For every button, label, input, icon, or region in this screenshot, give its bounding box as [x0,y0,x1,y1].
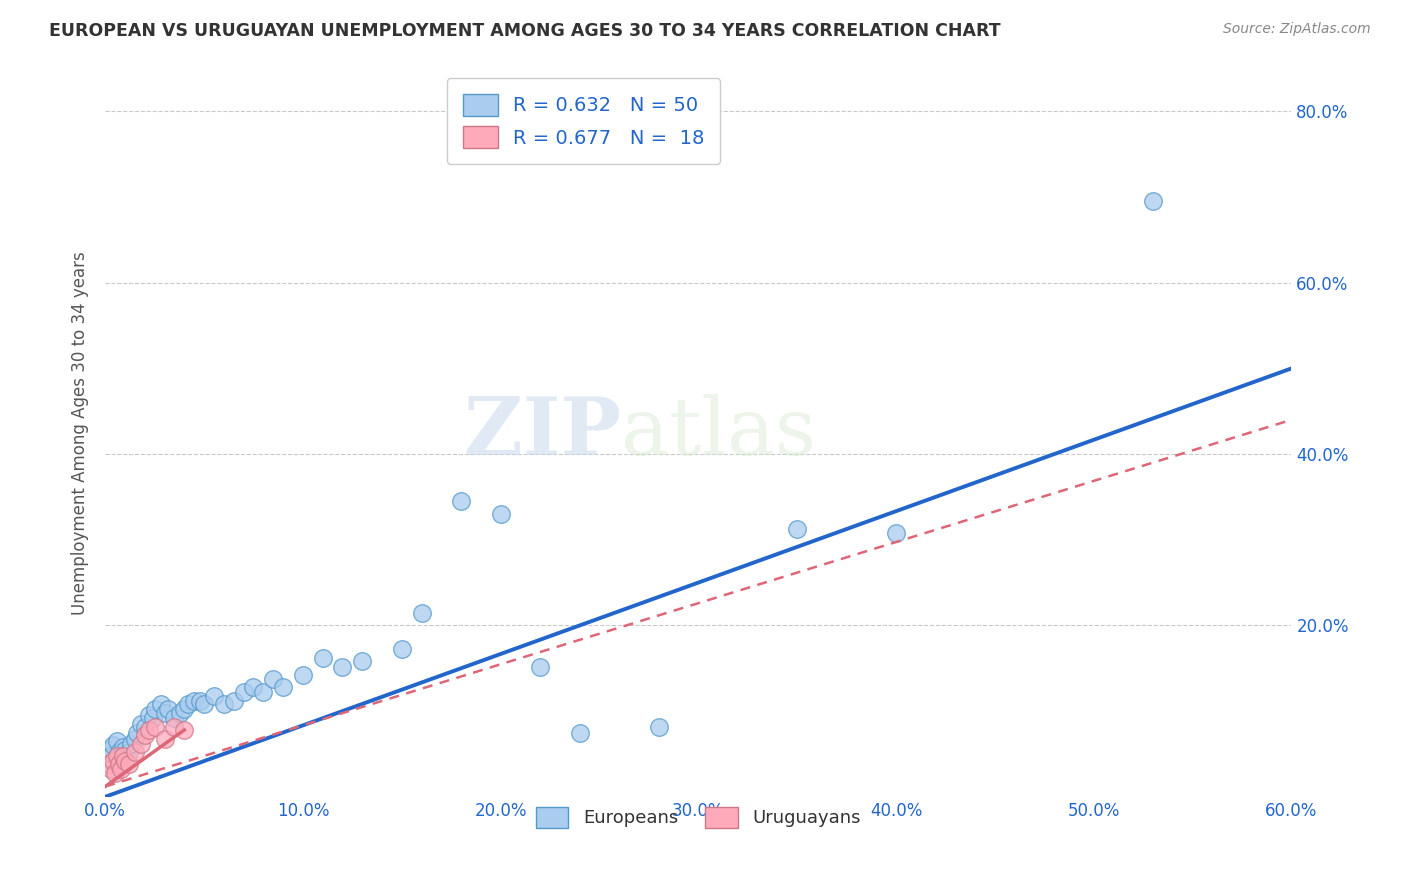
Point [108,757,131,772]
Point [312,651,335,665]
Point [118,757,141,772]
Point [129,737,152,751]
Point [101,739,124,753]
Point [98,742,121,756]
Point [143,702,166,716]
Point [173,723,195,737]
Point [157,702,180,716]
Point [108,745,131,759]
Text: ZIP: ZIP [464,393,621,472]
Point [884,525,907,540]
Point [124,731,146,746]
Point [153,731,176,746]
Point [111,748,134,763]
Point [163,719,186,733]
Point [262,672,284,686]
Point [120,737,142,751]
Point [124,745,146,759]
Text: atlas: atlas [621,393,817,472]
Legend: Europeans, Uruguayans: Europeans, Uruguayans [529,800,868,835]
Point [105,734,128,748]
Point [98,757,121,772]
Point [143,719,166,733]
Point [100,748,122,763]
Point [568,725,591,739]
Point [291,668,314,682]
Point [183,694,205,708]
Point [177,698,200,712]
Point [450,494,472,508]
Point [101,754,124,768]
Point [138,708,160,723]
Point [134,719,156,733]
Point [104,754,127,768]
Point [110,763,132,777]
Point [125,725,148,739]
Point [138,723,160,737]
Point [173,702,195,716]
Point [114,742,136,756]
Point [332,659,354,673]
Point [111,740,134,755]
Point [242,680,264,694]
Point [252,685,274,699]
Point [118,745,141,759]
Point [134,728,156,742]
Point [129,717,152,731]
Point [271,680,294,694]
Point [193,698,215,712]
Point [786,523,808,537]
Point [529,659,551,673]
Point [142,711,165,725]
Text: Source: ZipAtlas.com: Source: ZipAtlas.com [1223,22,1371,37]
Point [391,642,413,657]
Point [153,706,176,720]
Point [188,694,211,708]
Text: EUROPEAN VS URUGUAYAN UNEMPLOYMENT AMONG AGES 30 TO 34 YEARS CORRELATION CHART: EUROPEAN VS URUGUAYAN UNEMPLOYMENT AMONG… [49,22,1001,40]
Point [1142,194,1164,209]
Point [648,719,671,733]
Point [163,711,186,725]
Point [212,698,235,712]
Point [352,654,374,668]
Point [489,507,512,521]
Point [149,698,172,712]
Point [169,706,191,720]
Point [110,748,132,763]
Point [105,748,128,763]
Point [104,765,127,780]
Point [114,754,136,768]
Point [232,685,254,699]
Point [202,689,225,703]
Point [411,606,433,620]
Y-axis label: Unemployment Among Ages 30 to 34 years: Unemployment Among Ages 30 to 34 years [72,251,89,615]
Point [222,694,245,708]
Point [100,763,122,777]
